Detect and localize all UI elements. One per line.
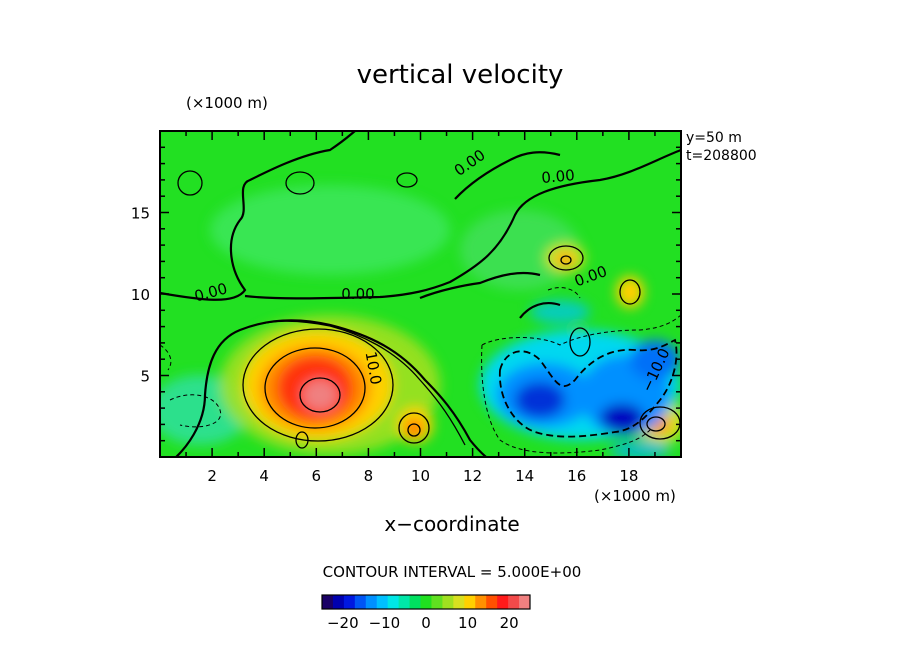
contour-label: 0.00 <box>541 166 576 187</box>
y-tick-label: 10 <box>131 286 150 304</box>
y-tick-label: 15 <box>131 205 150 223</box>
colorbar-swatch <box>442 595 454 609</box>
contour-label: 10.0 <box>362 350 386 386</box>
y-position-annotation: y=50 m <box>686 130 742 146</box>
colorbar-swatch <box>486 595 498 609</box>
y-unit-label: (×1000 m) <box>186 94 268 112</box>
colorbar-swatch <box>354 595 367 609</box>
x-tick-label: 14 <box>515 467 534 485</box>
x-tick-label: 2 <box>207 467 217 485</box>
chart-title: vertical velocity <box>356 60 564 90</box>
colorbar-swatch <box>464 595 476 609</box>
x-tick-label: 6 <box>312 467 322 485</box>
colorbar-swatch <box>508 595 520 609</box>
x-tick-label: 8 <box>364 467 374 485</box>
x-unit-label: (×1000 m) <box>594 487 676 505</box>
colorbar-swatch <box>431 595 443 609</box>
colorbar-swatch <box>332 595 345 609</box>
colorbar-swatch <box>453 595 465 609</box>
colorbar-swatch <box>409 595 422 609</box>
colorbar-swatch <box>343 595 356 609</box>
x-axis-label: x−coordinate <box>384 512 520 536</box>
colorbar-swatch <box>497 595 509 609</box>
colorbar-swatch <box>376 595 389 609</box>
colorbar-swatch <box>475 595 487 609</box>
y-tick-label: 5 <box>140 368 150 386</box>
colorbar-tick-label: −20 <box>327 614 359 632</box>
x-tick-label: 4 <box>259 467 269 485</box>
x-tick-label: 10 <box>411 467 430 485</box>
colorbar-swatch <box>365 595 378 609</box>
colorbar-swatch <box>519 595 531 609</box>
axis-ticks: 2 4 6 8 10 12 14 16 18 5 10 15 <box>131 131 681 485</box>
time-annotation: t=208800 <box>686 148 757 164</box>
colorbar: −20 −10 0 10 20 <box>321 594 531 632</box>
contour-interval-label: CONTOUR INTERVAL = 5.000E+00 <box>322 563 582 581</box>
colorbar-swatch <box>322 595 334 609</box>
contour-label: 0.00 <box>341 285 374 303</box>
x-tick-label: 18 <box>619 467 638 485</box>
velocity-field <box>160 131 681 457</box>
colorbar-tick-label: 10 <box>458 614 477 632</box>
colorbar-tick-label: 0 <box>421 614 431 632</box>
x-tick-label: 16 <box>567 467 586 485</box>
colorbar-swatch <box>398 595 411 609</box>
colorbar-swatch <box>420 595 432 609</box>
colorbar-frame <box>321 594 531 610</box>
x-tick-label: 12 <box>463 467 482 485</box>
colorbar-swatch <box>387 595 400 609</box>
colorbar-tick-label: 20 <box>500 614 519 632</box>
colorbar-tick-label: −10 <box>369 614 401 632</box>
